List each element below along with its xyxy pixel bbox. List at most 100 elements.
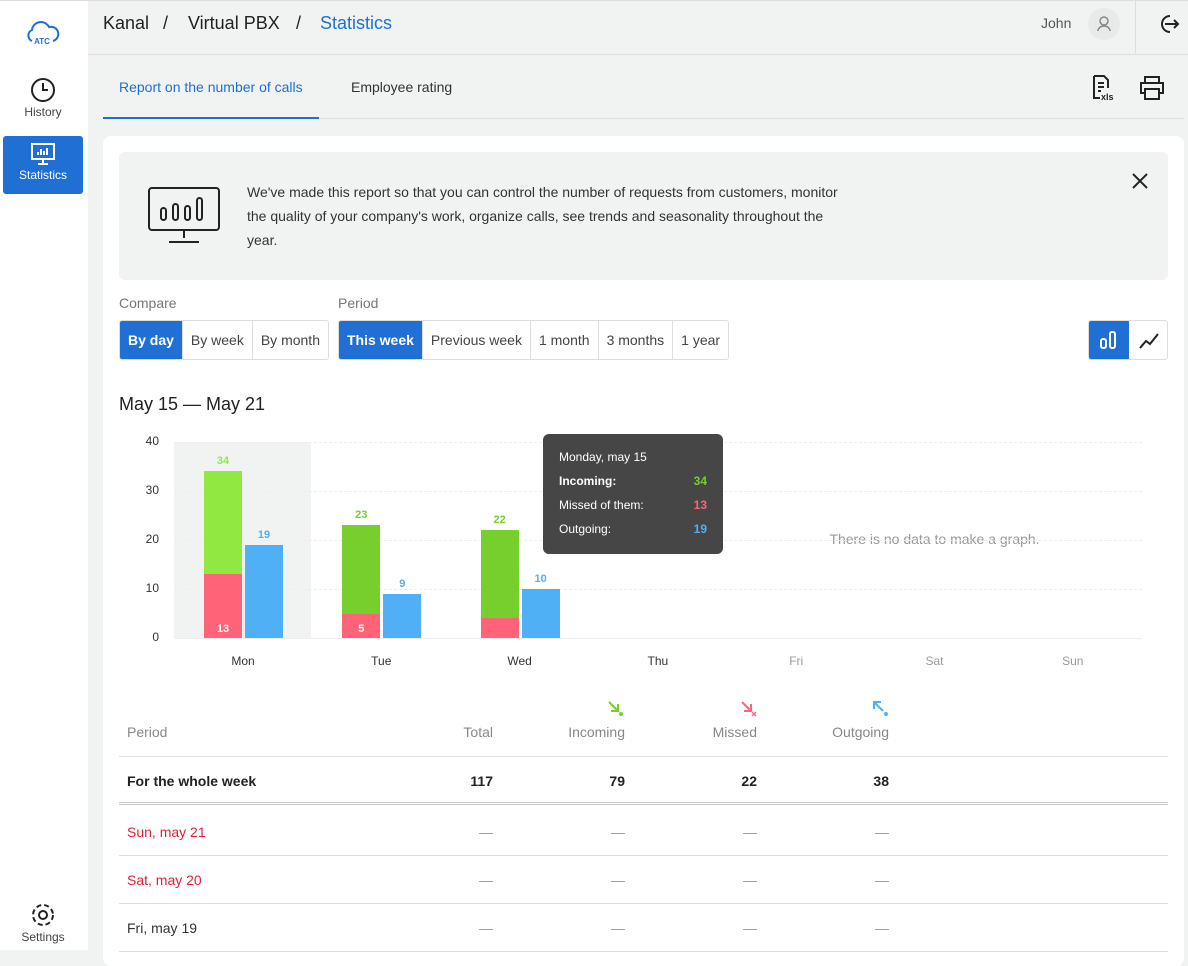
period-this-week[interactable]: This week — [339, 321, 423, 359]
bar-label-outgoing: 10 — [534, 573, 547, 585]
cell-missed: — — [743, 824, 757, 840]
cell-total: — — [479, 920, 493, 936]
bar-missed — [480, 618, 519, 638]
x-tick-label: Wed — [507, 654, 532, 668]
period-3-months[interactable]: 3 months — [599, 321, 674, 359]
divider — [1135, 1, 1136, 55]
x-tick-label: Mon — [231, 654, 255, 668]
compare-by-week[interactable]: By week — [183, 321, 253, 359]
sidebar-item-label: History — [24, 105, 62, 119]
tooltip-label: Incoming: — [559, 474, 617, 488]
cell-incoming: 79 — [609, 773, 625, 789]
tooltip-value: 13 — [693, 498, 707, 512]
clock-icon — [31, 78, 55, 102]
incoming-call-icon — [608, 701, 623, 716]
info-banner: We've made this report so that you can c… — [119, 152, 1168, 280]
bar-chart: There is no data to make a graph. 0 10 20 3… — [103, 136, 1184, 676]
cell-total: 117 — [470, 773, 493, 789]
sidebar-item-settings[interactable]: Settings — [3, 896, 83, 954]
tooltip-value: 34 — [693, 474, 707, 488]
bar-label-missed: 13 — [216, 623, 230, 635]
breadcrumb-virtual-pbx[interactable]: Virtual PBX — [188, 13, 280, 33]
line-chart-button[interactable] — [1129, 321, 1167, 359]
gridline — [174, 589, 1142, 590]
cell-total: — — [479, 872, 493, 888]
tooltip-label: Outgoing: — [559, 522, 612, 536]
sidebar: ATC History Statistics Settings — [0, 1, 88, 950]
period-1-month[interactable]: 1 month — [531, 321, 599, 359]
y-tick-label: 20 — [145, 532, 159, 546]
y-tick-label: 10 — [145, 581, 159, 595]
missed-call-icon — [741, 701, 757, 717]
cell-missed: — — [743, 920, 757, 936]
monitor-chart-icon — [148, 187, 220, 243]
logout-icon[interactable] — [1156, 12, 1180, 36]
cell-missed: 22 — [741, 773, 757, 789]
period-previous-week[interactable]: Previous week — [423, 321, 531, 359]
x-tick-label: Tue — [371, 654, 392, 668]
col-outgoing: Outgoing — [832, 724, 889, 740]
bar-label-outgoing: 19 — [257, 528, 271, 541]
divider — [119, 756, 1168, 757]
sidebar-item-statistics[interactable]: Statistics — [3, 136, 83, 194]
period-segmented: This week Previous week 1 month 3 months… — [338, 320, 730, 360]
table-summary-row: For the whole week 117 79 22 38 — [119, 757, 1168, 805]
table-row[interactable]: Fri, may 19 — — — — — [119, 904, 1168, 952]
cell-outgoing: — — [875, 920, 889, 936]
avatar[interactable] — [1088, 8, 1120, 40]
col-total: Total — [463, 724, 493, 740]
range-title: May 15 — May 21 — [119, 394, 266, 414]
chart-type-toggle — [1088, 320, 1168, 360]
outgoing-call-icon — [873, 701, 888, 716]
user-name[interactable]: John — [1041, 15, 1072, 31]
bar-outgoing — [245, 544, 283, 638]
cell-missed: — — [743, 872, 757, 888]
bar-label-outgoing: 9 — [399, 577, 406, 590]
cloud-logo-icon: ATC — [27, 21, 60, 46]
svg-text:ATC: ATC — [34, 37, 50, 46]
col-incoming: Incoming — [568, 724, 625, 740]
compare-segmented: By day By week By month — [119, 320, 329, 360]
cell-incoming: — — [611, 872, 625, 888]
compare-by-day[interactable]: By day — [120, 321, 183, 359]
period-1-year[interactable]: 1 year — [681, 332, 721, 348]
y-tick-label: 0 — [152, 630, 159, 644]
breadcrumb-kanal[interactable]: Kanal — [103, 13, 150, 33]
table-row[interactable]: Sat, may 20 — — — — — [119, 856, 1168, 904]
cell-incoming: — — [611, 824, 625, 840]
sidebar-item-label: Statistics — [18, 168, 67, 182]
bar-chart-icon — [1100, 331, 1116, 349]
x-tick-label: Sat — [925, 654, 944, 668]
bar-label-missed: 5 — [358, 623, 365, 635]
gear-icon — [32, 904, 54, 926]
tab-report-calls[interactable]: Report on the number of calls — [119, 79, 303, 95]
tooltip-value: 19 — [693, 522, 707, 536]
bar-chart-button[interactable] — [1089, 321, 1129, 359]
tab-employee-rating[interactable]: Employee rating — [351, 79, 453, 95]
close-icon[interactable] — [1131, 172, 1149, 190]
line-chart-icon — [1139, 333, 1159, 349]
print-icon[interactable] — [1139, 75, 1165, 101]
export-xls-icon[interactable]: xls — [1090, 74, 1118, 102]
cell-period: Sat, may 20 — [127, 872, 202, 888]
tooltip-label: Missed of them: — [559, 498, 644, 512]
bar-label-incoming: 22 — [493, 514, 506, 527]
breadcrumb-statistics: Statistics — [320, 13, 393, 33]
cell-period: For the whole week — [127, 773, 257, 789]
bar-label-incoming: 34 — [216, 455, 230, 468]
logo[interactable]: ATC — [24, 19, 64, 52]
cell-total: — — [479, 824, 493, 840]
sidebar-item-history[interactable]: History — [3, 71, 83, 129]
x-tick-label: Thu — [647, 654, 669, 668]
x-tick-label: Fri — [789, 654, 804, 668]
compare-by-month[interactable]: By month — [260, 332, 320, 348]
x-tick-label: Sun — [1062, 654, 1084, 668]
bar-missed — [204, 574, 242, 638]
table-row[interactable]: Sun, may 21 — — — — — [119, 808, 1168, 856]
cell-outgoing: — — [875, 824, 889, 840]
sidebar-item-label: Settings — [21, 930, 65, 944]
gridline — [174, 638, 1142, 639]
compare-label: Compare — [119, 295, 177, 311]
active-tab-indicator — [103, 117, 319, 119]
breadcrumb-separator: / — [163, 13, 169, 33]
